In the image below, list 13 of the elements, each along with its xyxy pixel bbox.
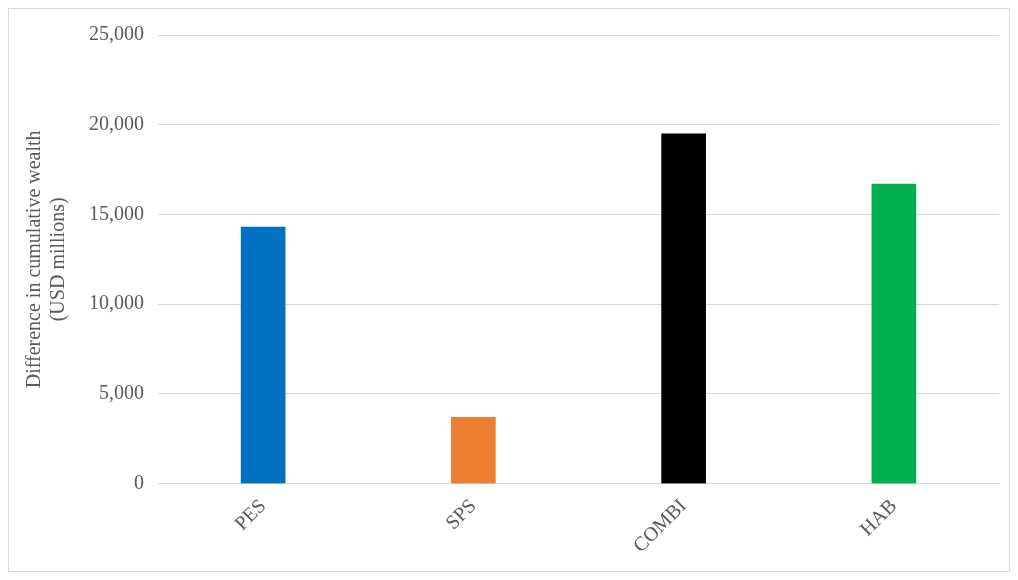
y-axis-title: Difference in cumulative wealth (USD millions) <box>22 130 70 389</box>
y-tick-label: 5,000 <box>99 381 144 404</box>
y-tick-label: 20,000 <box>89 111 144 134</box>
y-tick-label: 15,000 <box>89 201 144 224</box>
bar <box>871 183 917 484</box>
bar <box>451 416 496 484</box>
bar <box>661 133 706 484</box>
bar <box>240 226 286 484</box>
y-tick-label: 10,000 <box>89 291 144 314</box>
y-tick-label: 0 <box>134 470 144 493</box>
y-tick-label: 25,000 <box>89 22 144 45</box>
x-tick-label: SPS <box>440 494 480 534</box>
x-tick-label: PES <box>229 494 270 535</box>
